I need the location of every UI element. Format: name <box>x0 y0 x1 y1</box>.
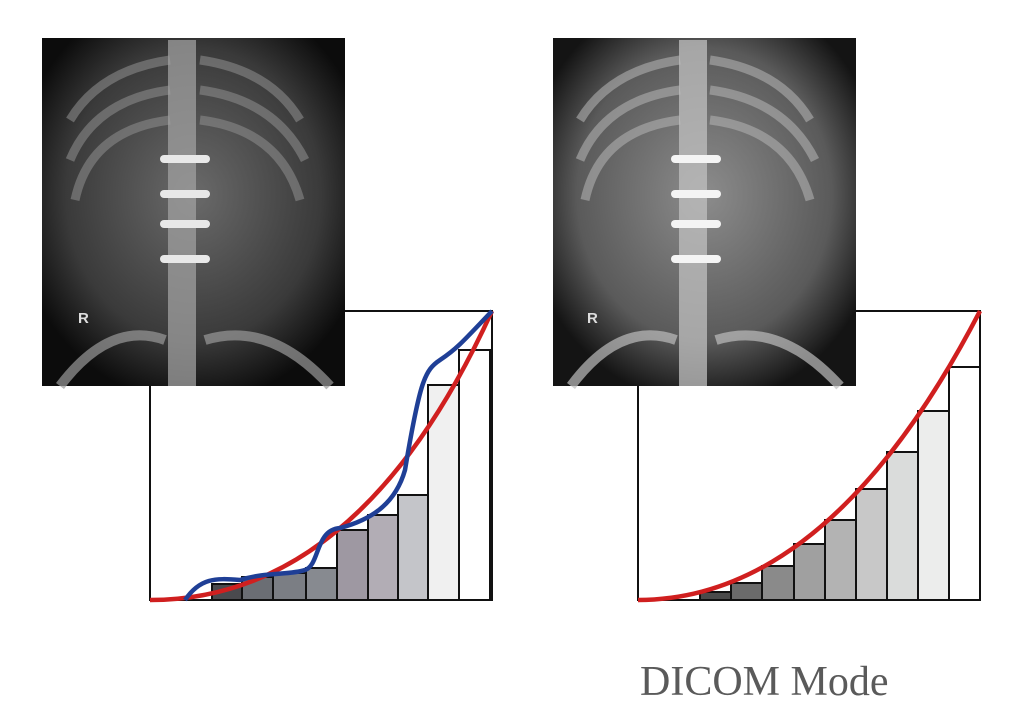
image-marker: R <box>78 310 89 327</box>
image-marker: R <box>587 310 598 327</box>
xray-image-right: R <box>553 38 856 390</box>
xray-image-left: R <box>42 38 345 390</box>
caption: DICOM Mode <box>640 659 889 705</box>
